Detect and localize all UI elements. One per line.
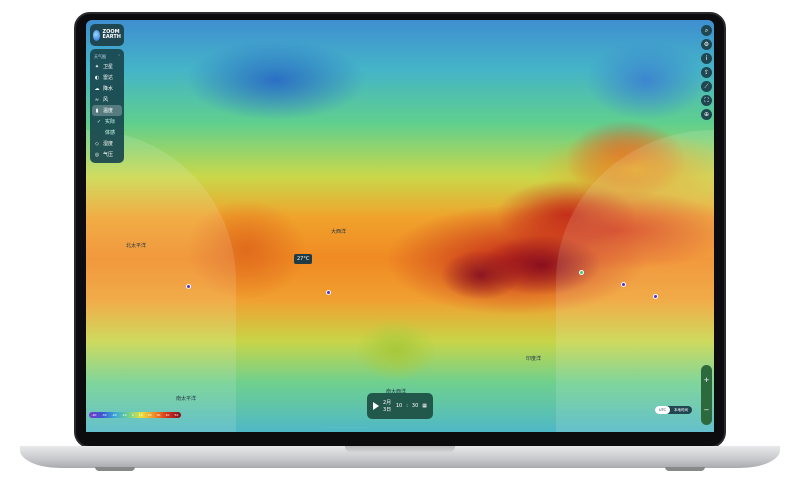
laptop-notch bbox=[345, 446, 455, 453]
sidebar-item-label: 湿度 bbox=[103, 141, 114, 147]
sidebar-item-1[interactable]: ◐ 雷达 bbox=[92, 72, 122, 83]
legend-tick: 30 bbox=[156, 413, 161, 417]
temperature-tooltip: 27°C bbox=[294, 254, 313, 264]
sidebar-item-label: 风 bbox=[103, 97, 109, 103]
ocean-label: 南太平洋 bbox=[176, 396, 197, 402]
menu-header-label: 天气图 bbox=[94, 53, 106, 59]
time-control: 2月3日 10 : 30 ▦ bbox=[367, 393, 433, 419]
legend-tick: -20 bbox=[111, 413, 117, 417]
precipitation-icon: ☁ bbox=[94, 85, 100, 92]
radar-icon: ◐ bbox=[94, 74, 100, 81]
legend-tick: -10 bbox=[121, 413, 127, 417]
sidebar-item-label: 卫星 bbox=[103, 64, 114, 70]
hour-value[interactable]: 10 bbox=[395, 403, 403, 409]
satellite-icon: ✦ bbox=[94, 63, 100, 70]
legend-tick: 20 bbox=[147, 413, 152, 417]
sidebar-item-label: 体感 bbox=[105, 130, 116, 136]
legend-tick: 40 bbox=[165, 413, 170, 417]
humidity-icon: ◇ bbox=[95, 140, 99, 147]
zoom-in-button[interactable]: + bbox=[703, 376, 710, 384]
time-colon: : bbox=[406, 403, 408, 409]
map-pin[interactable] bbox=[326, 290, 331, 295]
sidebar-item-label: 温度 bbox=[103, 108, 114, 114]
settings-icon[interactable]: ⚙ bbox=[701, 39, 712, 50]
date-value[interactable]: 2月3日 bbox=[383, 400, 392, 413]
sidebar: ZOOM EARTH 天气图 ˄ ✦ 卫星 ◐ 雷达 ☁ 降水 ≈ 风 ▮ 温度 ✓ 实际 体感 ◇ 湿度 ◎ 气压 bbox=[90, 24, 124, 163]
layer-menu: 天气图 ˄ ✦ 卫星 ◐ 雷达 ☁ 降水 ≈ 风 ▮ 温度 ✓ 实际 体感 ◇ 湿度 ◎ 气压 bbox=[90, 49, 124, 163]
sidebar-item-5[interactable]: ✓ 实际 bbox=[92, 116, 122, 127]
sidebar-item-6[interactable]: 体感 bbox=[92, 127, 122, 138]
map-pin[interactable] bbox=[653, 294, 658, 299]
menu-header[interactable]: 天气图 ˄ bbox=[92, 52, 122, 61]
map-pin[interactable] bbox=[579, 270, 584, 275]
time-mode-toggle[interactable]: UTC 本地时间 bbox=[655, 406, 692, 414]
night-terminator-east bbox=[556, 130, 714, 432]
legend-tick: -30 bbox=[101, 413, 107, 417]
map-pin[interactable] bbox=[621, 282, 626, 287]
map-pin[interactable] bbox=[186, 284, 191, 289]
thermometer-icon: ▮ bbox=[95, 107, 99, 114]
share-icon[interactable]: ⇪ bbox=[701, 67, 712, 78]
legend-tick: 10 bbox=[138, 413, 143, 417]
check-icon: ✓ bbox=[96, 118, 102, 125]
info-icon[interactable]: i bbox=[701, 53, 712, 64]
laptop-foot bbox=[665, 467, 705, 471]
sidebar-item-0[interactable]: ✦ 卫星 bbox=[92, 61, 122, 72]
legend-tick: 0 bbox=[131, 413, 134, 417]
zoom-control: + − bbox=[701, 365, 712, 425]
sidebar-item-label: 气压 bbox=[103, 152, 114, 158]
ocean-label: 南大西洋 bbox=[386, 389, 407, 395]
ocean-label: 大西洋 bbox=[331, 229, 347, 235]
sidebar-item-label: 降水 bbox=[103, 86, 114, 92]
logo-text: ZOOM bbox=[102, 29, 120, 35]
zoom-earth-logo[interactable]: ZOOM EARTH bbox=[90, 24, 124, 46]
chevron-up-icon: ˄ bbox=[118, 54, 120, 59]
sidebar-item-label: 实际 bbox=[105, 119, 116, 125]
sidebar-item-4[interactable]: ▮ 温度 bbox=[92, 105, 122, 116]
play-icon[interactable] bbox=[373, 402, 379, 410]
pressure-icon: ◎ bbox=[94, 151, 100, 158]
mode-utc[interactable]: UTC bbox=[655, 406, 670, 414]
night-terminator-west bbox=[86, 130, 236, 432]
ocean-label: 印度洋 bbox=[526, 356, 542, 362]
minute-value[interactable]: 30 bbox=[411, 403, 419, 409]
fullscreen-icon[interactable]: ⛶ bbox=[701, 95, 712, 106]
laptop-foot bbox=[95, 467, 135, 471]
measure-icon[interactable]: ⟋ bbox=[701, 81, 712, 92]
ocean-label: 北太平洋 bbox=[126, 243, 147, 249]
sidebar-item-3[interactable]: ≈ 风 bbox=[92, 94, 122, 105]
attribution: · · · · · · · · · · · · · · · · · · · · … bbox=[326, 425, 368, 429]
map-screen[interactable]: 北太平洋 大西洋 南太平洋 印度洋 南大西洋 27°C ZOOM EARTH 天气… bbox=[86, 20, 714, 432]
sidebar-item-8[interactable]: ◎ 气压 bbox=[92, 149, 122, 160]
legend-tick: -40 bbox=[91, 413, 97, 417]
sidebar-item-label: 雷达 bbox=[103, 75, 114, 81]
sidebar-item-7[interactable]: ◇ 湿度 bbox=[92, 138, 122, 149]
zoom-out-button[interactable]: − bbox=[703, 406, 710, 414]
legend-tick: 50 bbox=[174, 413, 179, 417]
globe-icon bbox=[93, 29, 101, 41]
temperature-legend: -40 -30 -20 -10 0 10 20 30 40 50 bbox=[89, 412, 181, 418]
wind-icon: ≈ bbox=[94, 96, 100, 103]
sidebar-item-2[interactable]: ☁ 降水 bbox=[92, 83, 122, 94]
mode-local[interactable]: 本地时间 bbox=[674, 408, 688, 412]
calendar-icon[interactable]: ▦ bbox=[422, 403, 427, 409]
laptop-base bbox=[20, 446, 780, 468]
locate-icon[interactable]: ⊕ bbox=[701, 109, 712, 120]
search-icon[interactable]: ⌕ bbox=[701, 25, 712, 36]
right-toolbar: ⌕ ⚙ i ⇪ ⟋ ⛶ ⊕ bbox=[701, 25, 712, 120]
logo-text: EARTH bbox=[102, 34, 121, 40]
